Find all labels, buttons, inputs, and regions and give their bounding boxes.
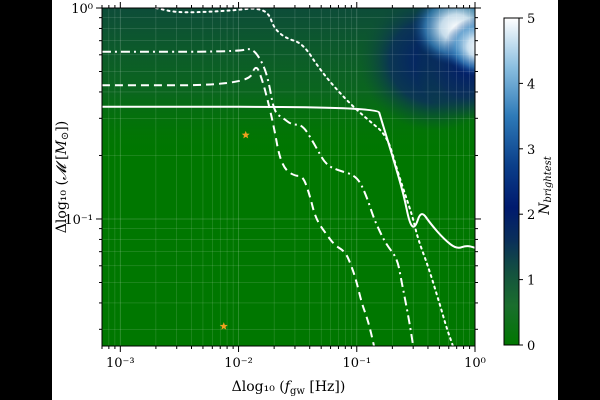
colorbar-ticks: 0 1 2 3 4 5	[519, 12, 535, 354]
plot-frame	[101, 7, 476, 347]
colorbar-tick-label: 2	[527, 208, 535, 223]
contour-solid	[102, 105, 475, 249]
figure: 10⁻³ 10⁻² 10⁻¹ 10⁰ 10⁻¹ 10⁰ Δlog₁₀ (fgw [Hz]…	[52, 0, 558, 400]
heatmap-blob-inner-right	[444, 17, 475, 77]
contour-dotted	[154, 8, 454, 346]
x-tick-label: 10⁻²	[224, 356, 253, 371]
x-axis-ticks: 10⁻³ 10⁻² 10⁻¹ 10⁰	[101, 2, 486, 371]
star-marker	[241, 130, 250, 139]
y-axis-ticks: 10⁻¹ 10⁰	[64, 2, 481, 330]
grid	[102, 8, 475, 346]
x-tick-label: 10⁰	[464, 356, 486, 371]
x-tick-label: 10⁻³	[106, 356, 135, 371]
colorbar-tick-label: 1	[527, 274, 535, 289]
x-tick-label: 10⁻¹	[342, 356, 371, 371]
plot-area	[102, 8, 475, 346]
y-tick-label: 10⁰	[71, 2, 93, 17]
y-tick-label: 10⁻¹	[64, 213, 93, 228]
heatmap-chart: 10⁻³ 10⁻² 10⁻¹ 10⁰ 10⁻¹ 10⁰ Δlog₁₀ (fgw [Hz]…	[54, 2, 554, 397]
star-marker	[219, 322, 228, 330]
colorbar-tick-label: 3	[527, 143, 535, 158]
colorbar-label: Nbrightest	[537, 155, 554, 216]
colorbar-tick-label: 4	[527, 77, 535, 92]
contour-dashdot	[102, 48, 415, 346]
contours	[102, 8, 475, 346]
colorbar-tick-label: 5	[527, 12, 535, 27]
colorbar	[503, 17, 520, 346]
y-axis-label: Δlog₁₀ (𝓜 [M⊙])	[54, 121, 71, 233]
colorbar-tick-label: 0	[527, 339, 535, 354]
markers	[219, 130, 250, 330]
heatmap-bright-region	[359, 8, 475, 131]
x-axis-label: Δlog₁₀ (fgw [Hz])	[232, 379, 346, 397]
